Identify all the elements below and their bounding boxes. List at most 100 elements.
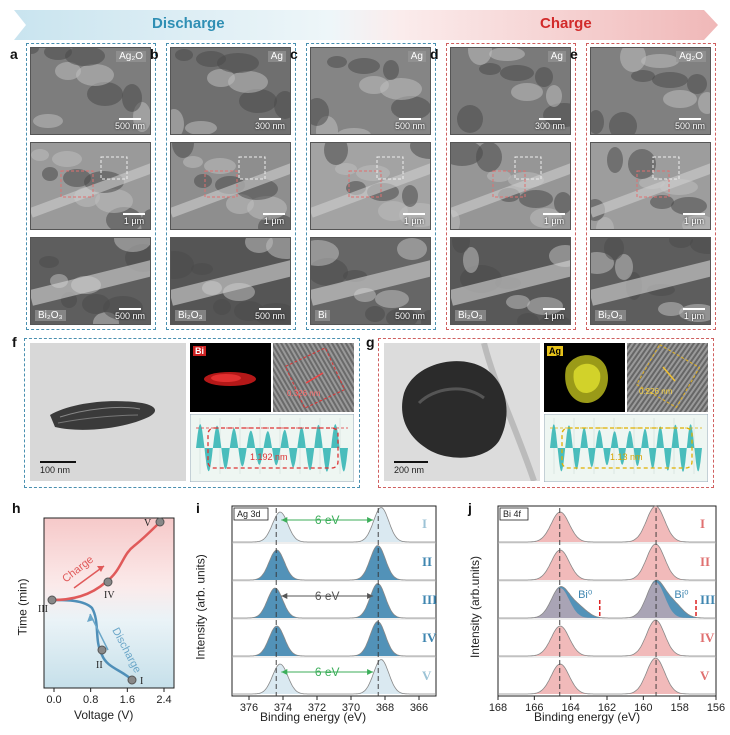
spectrum-fill <box>233 659 435 694</box>
chart-j: 168 166 164 162 160 158 156 I II III IV V Bi⁰ Bi⁰ Bi 4… <box>468 500 726 730</box>
state-point <box>127 675 137 685</box>
spectrum-fill <box>233 583 435 618</box>
row-label: II <box>700 554 710 569</box>
spacing-label: 6 eV <box>315 665 340 679</box>
phase-tag: Ag <box>547 51 566 62</box>
row-label: IV <box>700 630 715 645</box>
sem-image-e-middle: 1 μm <box>590 142 711 230</box>
phase-tag: Ag₂O <box>116 51 146 62</box>
sem-image-e-top: Ag₂O 500 nm <box>590 47 711 135</box>
spectrum-line <box>233 545 435 581</box>
phase-tag: Bi₂O₃ <box>175 310 206 321</box>
phase-tag: Ag <box>407 51 426 62</box>
sem-image-a-bottom: Bi₂O₃ 500 nm <box>30 237 151 325</box>
spectrum-tag: Ag 3d <box>237 509 261 519</box>
scale-bar: 1 μm <box>403 213 425 226</box>
discharge-title: Discharge <box>152 15 225 32</box>
scale-bar: 1 μm <box>263 213 285 226</box>
scale-bar: 500 nm <box>115 308 145 321</box>
scale-bar: 500 nm <box>115 118 145 131</box>
sem-image-c-middle: 1 μm <box>310 142 431 230</box>
spacing-label: 6 eV <box>315 513 340 527</box>
bi0-label: Bi⁰ <box>674 589 689 601</box>
spectrum-line <box>233 507 435 543</box>
panel-label-i: i <box>196 500 200 516</box>
spectrum-fill <box>233 507 435 542</box>
phase-tag: Bi <box>315 310 330 321</box>
x-tick-label: 158 <box>670 702 688 714</box>
sem-image-b-top: Ag 300 nm <box>170 47 291 135</box>
x-tick-label: 168 <box>489 702 507 714</box>
arrowhead <box>281 669 288 675</box>
x-tick-label: 156 <box>707 702 725 714</box>
sem-image-e-bottom: Bi₂O₃ 1 μm <box>590 237 711 325</box>
sem-image-a-top: Ag₂O 500 nm <box>30 47 151 135</box>
panel-label-d: d <box>430 46 439 62</box>
sem-image-a-middle: 1 μm <box>30 142 151 230</box>
x-tick-label: 0.8 <box>83 694 98 706</box>
panel-label-f: f <box>12 334 17 350</box>
spectrum-fill <box>233 621 435 656</box>
spectrum-line <box>233 621 435 657</box>
x-tick-label: 166 <box>525 702 543 714</box>
sem-column-e: Ag₂O 500 nm 1 μm Bi₂O₃ 1 μm <box>586 43 716 330</box>
map-tag-bi: Bi <box>193 346 206 356</box>
spectrum-line <box>499 505 715 543</box>
state-point <box>155 517 165 527</box>
spectrum-line <box>499 619 715 657</box>
sem-column-d: Ag 300 nm 1 μm Bi₂O₃ 1 μm <box>446 43 576 330</box>
ylabel-j: Intensity (arb.units) <box>468 555 483 659</box>
row-label: V <box>700 668 710 683</box>
d-spacing-g: 0.226 nm <box>639 387 673 396</box>
state-point <box>97 645 107 655</box>
scale-bar: 1 μm <box>683 308 705 321</box>
sem-image-d-middle: 1 μm <box>450 142 571 230</box>
x-tick-label: 160 <box>634 702 652 714</box>
spectrum-tag: Bi 4f <box>503 509 522 519</box>
sem-image-d-bottom: Bi₂O₃ 1 μm <box>450 237 571 325</box>
arrowhead <box>367 517 374 523</box>
profile-fill <box>196 424 348 472</box>
sem-image-c-top: Ag 500 nm <box>310 47 431 135</box>
x-tick-label: 366 <box>410 702 428 714</box>
x-tick-label: 370 <box>342 702 360 714</box>
sem-image-b-bottom: Bi₂O₃ 500 nm <box>170 237 291 325</box>
sem-image-c-bottom: Bi 500 nm <box>310 237 431 325</box>
scale-bar: 500 nm <box>675 118 705 131</box>
sem-image-d-top: Ag 300 nm <box>450 47 571 135</box>
profile-label-g: 1.13 nm <box>610 452 643 462</box>
x-tick-label: 368 <box>376 702 394 714</box>
state-label: III <box>38 604 48 615</box>
spectrum-line <box>233 659 435 695</box>
state-label: I <box>140 676 143 687</box>
spectrum-fill-oxide <box>499 582 715 618</box>
line-profile-f: 1.192 nm <box>189 413 355 483</box>
discharge-curve <box>51 598 133 681</box>
map-tag-ag: Ag <box>547 346 563 356</box>
state-point <box>103 577 113 587</box>
row-label: IV <box>422 630 437 645</box>
row-label: II <box>422 554 432 569</box>
x-tick-label: 372 <box>308 702 326 714</box>
panel-label-j: j <box>468 500 472 516</box>
xlabel-h: Voltage (V) <box>74 708 134 722</box>
arrowhead <box>281 593 288 599</box>
panel-label-c: c <box>290 46 298 62</box>
chart-h: 0.0 0.8 1.6 2.4 I II III IV V Charge Discharge Tim… <box>12 500 182 725</box>
phase-tag: Ag <box>267 51 286 62</box>
scale-bar: 500 nm <box>395 308 425 321</box>
profile-label-f: 1.192 nm <box>250 452 288 462</box>
state-point <box>47 595 57 605</box>
state-label: IV <box>104 590 115 601</box>
state-label: II <box>96 660 103 671</box>
ylabel-h: Time (min) <box>15 578 30 636</box>
tag-box <box>499 507 529 521</box>
spectrum-line <box>233 583 435 619</box>
state-label: V <box>144 518 152 529</box>
hrtem-f: 0.326 nm <box>273 343 354 412</box>
phase-tag: Bi₂O₃ <box>35 310 66 321</box>
spectrum-fill <box>499 544 715 580</box>
scale-bar: 300 nm <box>535 118 565 131</box>
arrowhead <box>367 669 374 675</box>
panel-label-h: h <box>12 500 21 516</box>
